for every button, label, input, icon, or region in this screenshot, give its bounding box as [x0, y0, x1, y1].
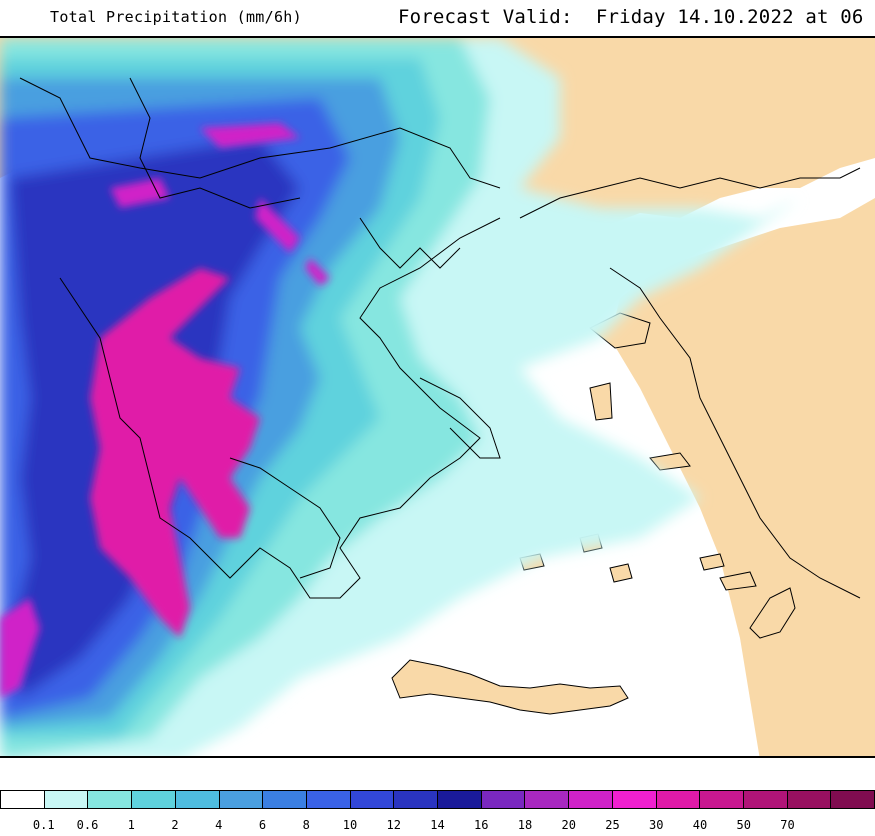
- land-rhodes: [749, 587, 796, 639]
- precip-heavy: [0, 123, 330, 698]
- colorbar-cell: [612, 791, 657, 808]
- colorbar-cell: [569, 791, 613, 808]
- colorbar-tick-label: 30: [649, 818, 664, 832]
- colorbar-cell: [88, 791, 133, 808]
- colorbar-cell: [481, 791, 526, 808]
- colorbar-cell: [743, 791, 788, 808]
- land-samos: [649, 452, 691, 471]
- colorbar-tick-label: 1: [127, 818, 135, 832]
- colorbar-cell: [306, 791, 351, 808]
- coast-evia: [419, 377, 501, 459]
- colorbar-ticks: 0.1 0.6 1 2 4 6 8 10 12 14 16 18 20 25 30 40 50 70: [0, 818, 875, 836]
- colorbar-cell: [44, 791, 89, 808]
- colorbar-cell: [525, 791, 570, 808]
- colorbar-cell: [831, 791, 875, 808]
- colorbar-tick-label: 0.1: [32, 818, 55, 832]
- colorbar-tick-label: 6: [258, 818, 267, 832]
- colorbar-tick-label: 0.6: [76, 818, 99, 832]
- land-crete: [391, 659, 629, 715]
- colorbar-cell: [175, 791, 220, 808]
- colorbar-cell: [438, 791, 482, 808]
- colorbar-tick-label: 2: [171, 818, 179, 832]
- precip-magenta-north: [110, 123, 330, 286]
- colorbar-tick-label: 4: [215, 818, 223, 832]
- land-anatolia: [610, 198, 875, 756]
- precipitation-map: [0, 36, 875, 758]
- coast-peloponnese: [229, 457, 341, 579]
- coast-turkey-aegean: [609, 267, 861, 599]
- land-chios: [589, 382, 613, 421]
- colorbar-tick-label: 16: [474, 818, 489, 832]
- land-areas: [0, 38, 875, 756]
- colorbar-tick-label: 12: [386, 818, 401, 832]
- coast-turkey: [519, 167, 861, 219]
- colorbar-tick-label: 10: [342, 818, 358, 832]
- colorbar-cell: [350, 791, 395, 808]
- colorbar-cell: [787, 791, 832, 808]
- precip-magenta-core: [90, 268, 260, 638]
- colorbar-cell: [656, 791, 701, 808]
- colorbar-cell: [219, 791, 264, 808]
- land-balkans-north: [0, 38, 875, 228]
- coast-greece-west: [59, 217, 501, 599]
- coast-chalkidiki: [359, 217, 461, 269]
- colorbar-tick-label: 40: [692, 818, 708, 832]
- colorbar-cell: [700, 791, 744, 808]
- colorbar-tick-label: 25: [605, 818, 620, 832]
- precipitation-colorbar: [0, 790, 875, 809]
- border-north: [19, 77, 501, 189]
- product-title: Total Precipitation (mm/6h): [50, 8, 302, 26]
- colorbar-tick-label: 50: [736, 818, 751, 832]
- colorbar-tick-label: 70: [780, 818, 795, 832]
- colorbar-tick-label: 8: [302, 818, 310, 832]
- border-balkan-inner: [129, 77, 301, 209]
- colorbar-cell: [1, 791, 45, 808]
- precip-magenta-west: [0, 598, 40, 698]
- coastlines: [19, 77, 861, 599]
- colorbar-cell: [263, 791, 307, 808]
- colorbar-tick-label: 18: [517, 818, 533, 832]
- map-svg: [0, 38, 875, 756]
- colorbar-cell: [132, 791, 176, 808]
- colorbar-cell: [394, 791, 439, 808]
- colorbar-tick-label: 20: [561, 818, 576, 832]
- forecast-valid-label: Forecast Valid: Friday 14.10.2022 at 06 …: [398, 6, 875, 28]
- colorbar-tick-label: 14: [430, 818, 445, 832]
